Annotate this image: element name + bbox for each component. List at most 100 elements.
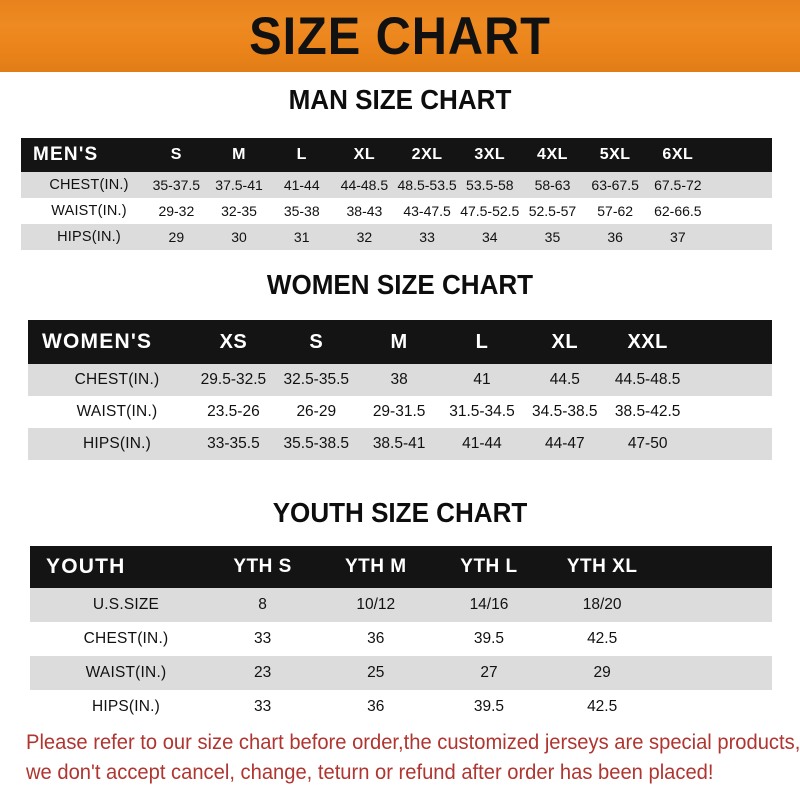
table-row: HIPS(IN.) 33-35.5 35.5-38.5 38.5-41 41-44 44-… bbox=[28, 428, 772, 460]
table-cell: 37.5-41 bbox=[215, 177, 263, 193]
youth-row-label: U.S.SIZE bbox=[92, 596, 160, 613]
section-title-men: MAN SIZE CHART bbox=[288, 84, 512, 115]
women-size-table: WOMEN'S XS S M L XL XXL CHEST(IN.) 29.5-32.5 32.5… bbox=[28, 320, 772, 460]
men-column-header: L bbox=[296, 146, 307, 163]
table-row: HIPS(IN.) 29 30 31 32 33 34 35 36 37 bbox=[21, 224, 772, 250]
table-cell: 44-47 bbox=[544, 435, 585, 452]
women-column-header: M bbox=[390, 330, 408, 353]
men-column-header: 4XL bbox=[537, 146, 568, 163]
table-row: WAIST(IN.) 23 25 27 29 bbox=[30, 656, 772, 690]
youth-row-label: CHEST(IN.) bbox=[83, 630, 169, 647]
table-cell: 31.5-34.5 bbox=[449, 403, 515, 420]
youth-row-label: HIPS(IN.) bbox=[91, 698, 161, 715]
table-cell: 33 bbox=[253, 630, 272, 647]
youth-column-header: YTH S bbox=[233, 556, 292, 577]
table-cell: 52.5-57 bbox=[528, 203, 577, 219]
table-cell: 43-47.5 bbox=[403, 203, 451, 219]
table-cell: 38 bbox=[390, 371, 408, 388]
men-row-label: CHEST(IN.) bbox=[49, 177, 129, 193]
table-cell: 38.5-41 bbox=[372, 435, 426, 452]
youth-column-header: YTH XL bbox=[566, 556, 638, 577]
table-cell: 18/20 bbox=[582, 596, 622, 613]
men-row-label: HIPS(IN.) bbox=[57, 229, 121, 245]
table-cell-spacer bbox=[659, 588, 772, 622]
table-cell: 32 bbox=[356, 229, 373, 245]
table-cell: 48.5-53.5 bbox=[397, 177, 457, 193]
men-column-header: XL bbox=[353, 146, 376, 163]
table-row: WAIST(IN.) 23.5-26 26-29 29-31.5 31.5-34.5 34… bbox=[28, 396, 772, 428]
table-row: CHEST(IN.) 29.5-32.5 32.5-35.5 38 41 44.5 44.5… bbox=[28, 364, 772, 396]
table-cell: 33 bbox=[419, 229, 435, 245]
table-cell: 44.5 bbox=[549, 371, 580, 388]
table-cell: 39.5 bbox=[473, 698, 505, 715]
women-row-label: WAIST(IN.) bbox=[76, 403, 158, 420]
men-header-row: MEN'S S M L XL 2XL 3XL 4XL 5XL 6XL bbox=[21, 138, 772, 172]
men-corner-label: MEN'S bbox=[33, 144, 99, 165]
men-column-header: 6XL bbox=[662, 146, 694, 163]
youth-column-header: YTH L bbox=[460, 556, 518, 577]
header-banner: SIZE CHART bbox=[0, 0, 800, 72]
women-header-row: WOMEN'S XS S M L XL XXL bbox=[28, 320, 772, 364]
table-cell: 42.5 bbox=[587, 698, 618, 715]
table-cell: 33-35.5 bbox=[207, 435, 260, 452]
table-cell: 41 bbox=[473, 371, 491, 388]
women-column-header: S bbox=[309, 330, 324, 353]
men-column-header: M bbox=[232, 146, 246, 163]
table-cell: 35.5-38.5 bbox=[283, 435, 350, 452]
table-cell-spacer bbox=[659, 622, 772, 656]
table-cell-spacer bbox=[709, 224, 772, 250]
table-cell-spacer bbox=[709, 172, 772, 198]
women-column-spacer bbox=[689, 320, 772, 364]
youth-row-label: WAIST(IN.) bbox=[85, 664, 167, 681]
table-cell-spacer bbox=[709, 198, 772, 224]
table-cell: 23 bbox=[253, 664, 272, 681]
table-row: U.S.SIZE 8 10/12 14/16 18/20 bbox=[30, 588, 772, 622]
page-title: SIZE CHART bbox=[249, 6, 551, 66]
table-cell: 14/16 bbox=[469, 596, 509, 613]
youth-header-row: YOUTH YTH S YTH M YTH L YTH XL bbox=[30, 546, 772, 588]
table-cell: 44-48.5 bbox=[340, 177, 389, 193]
youth-size-table: YOUTH YTH S YTH M YTH L YTH XL U.S.SIZE 8 10/12… bbox=[30, 546, 772, 724]
table-row: CHEST(IN.) 33 36 39.5 42.5 bbox=[30, 622, 772, 656]
table-cell: 34.5-38.5 bbox=[532, 403, 598, 420]
table-cell: 33 bbox=[253, 698, 272, 715]
table-cell: 29-31.5 bbox=[372, 403, 426, 420]
table-cell: 29.5-32.5 bbox=[200, 371, 267, 388]
table-cell: 41-44 bbox=[462, 435, 502, 452]
women-table-body: WOMEN'S XS S M L XL XXL CHEST(IN.) 29.5-32.5 32.5… bbox=[28, 320, 772, 460]
table-row: CHEST(IN.) 35-37.5 37.5-41 41-44 44-48.5 48.5… bbox=[21, 172, 772, 198]
men-size-table: MEN'S S M L XL 2XL 3XL 4XL 5XL 6XL CHEST(IN.) 35-37… bbox=[21, 138, 772, 250]
section-title-women: WOMEN SIZE CHART bbox=[266, 269, 534, 300]
youth-column-spacer bbox=[659, 546, 772, 588]
men-column-header: 2XL bbox=[411, 146, 443, 163]
women-column-header: L bbox=[475, 330, 489, 353]
table-cell: 38.5-42.5 bbox=[614, 403, 681, 420]
men-column-header: 3XL bbox=[474, 146, 506, 163]
men-column-spacer bbox=[709, 138, 772, 172]
table-cell: 10/12 bbox=[356, 596, 396, 613]
table-cell: 27 bbox=[480, 664, 498, 681]
table-cell: 44.5-48.5 bbox=[614, 371, 681, 388]
table-cell: 29 bbox=[168, 229, 185, 245]
table-cell-spacer bbox=[689, 396, 772, 428]
table-cell: 23.5-26 bbox=[207, 403, 260, 420]
men-row-label: WAIST(IN.) bbox=[51, 203, 127, 219]
table-cell: 26-29 bbox=[296, 403, 337, 420]
table-cell: 36 bbox=[607, 229, 623, 245]
men-table-body: MEN'S S M L XL 2XL 3XL 4XL 5XL 6XL CHEST(IN.) 35-37… bbox=[21, 138, 772, 250]
table-cell: 47.5-52.5 bbox=[460, 203, 520, 219]
men-column-header: S bbox=[170, 146, 182, 163]
table-cell-spacer bbox=[659, 656, 772, 690]
table-cell: 32.5-35.5 bbox=[283, 371, 350, 388]
table-cell: 25 bbox=[367, 664, 385, 681]
table-cell: 62-66.5 bbox=[654, 203, 702, 219]
footer-line-2: we don't accept cancel, change, teturn o… bbox=[26, 761, 714, 784]
table-cell: 36 bbox=[367, 698, 385, 715]
women-row-label: CHEST(IN.) bbox=[74, 371, 160, 388]
table-cell: 35-38 bbox=[283, 203, 320, 219]
women-corner-label: WOMEN'S bbox=[42, 330, 153, 353]
table-row: WAIST(IN.) 29-32 32-35 35-38 38-43 43-47.5 47.… bbox=[21, 198, 772, 224]
table-cell: 47-50 bbox=[627, 435, 668, 452]
footer-disclaimer: Please refer to our size chart before or… bbox=[26, 728, 800, 788]
table-cell: 31 bbox=[293, 229, 310, 245]
